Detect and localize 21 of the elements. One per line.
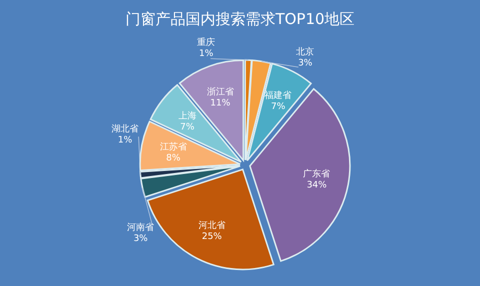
slice-label: 上海: [178, 110, 196, 122]
slice-label: 江苏省: [160, 141, 187, 152]
data-label: 34%: [306, 180, 328, 191]
data-label: 7%: [271, 102, 286, 112]
slice-label: 河北省: [198, 220, 226, 232]
slice-label: 浙江省: [206, 86, 234, 98]
slice-label: 福建省: [264, 90, 292, 101]
chart-title: 门窗产品国内搜索需求TOP10地区: [125, 10, 355, 28]
data-label: 8%: [166, 153, 181, 164]
data-label: 1%: [199, 49, 214, 60]
data-label: 1%: [118, 136, 133, 146]
slice-label: 北京: [296, 46, 314, 58]
data-label: 3%: [298, 58, 313, 69]
data-label: 3%: [133, 234, 148, 244]
data-label: 11%: [210, 98, 231, 108]
data-label: 25%: [202, 232, 222, 242]
slice-label: 广东省: [303, 168, 330, 180]
slice-label: 河南省: [127, 222, 154, 233]
data-label: 7%: [180, 122, 195, 132]
slice-label: 重庆: [197, 37, 216, 48]
slice-label: 湖北省: [112, 124, 139, 135]
